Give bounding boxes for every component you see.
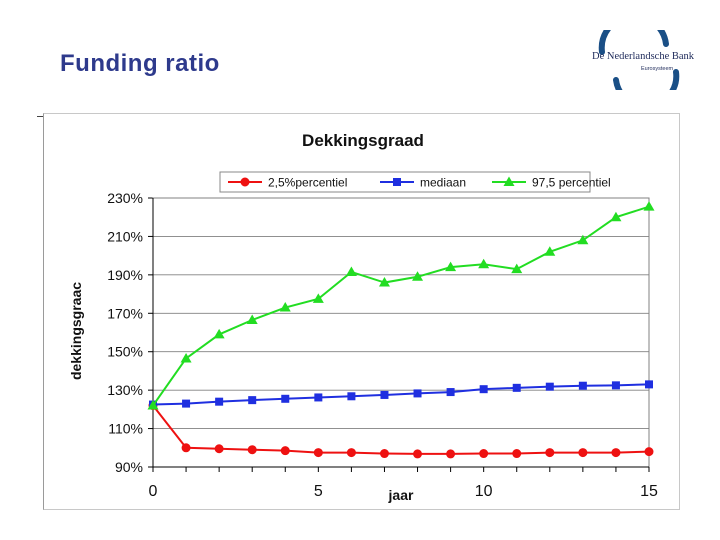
data-point-p2-5 <box>214 444 224 454</box>
y-tick-label: 210% <box>107 228 143 244</box>
y-tick-label: 130% <box>107 382 143 398</box>
legend-label-median: mediaan <box>420 176 466 190</box>
data-point-median <box>380 390 389 399</box>
data-point-median <box>446 388 455 397</box>
data-point-p97-5 <box>147 400 159 410</box>
data-point-p97-5 <box>478 258 490 269</box>
data-point-p97-5 <box>412 271 424 281</box>
legend-marker-median <box>393 178 401 186</box>
data-point-median <box>182 399 191 408</box>
data-point-median <box>578 381 587 390</box>
legend: 2,5%percentiel mediaan 97,5 percentiel <box>219 171 611 193</box>
data-point-p97-5 <box>279 302 291 312</box>
data-point-p2-5 <box>446 449 456 459</box>
logo-text: De Nederlandsche Bank <box>592 51 695 62</box>
data-point-p97-5 <box>345 266 357 276</box>
data-point-p97-5 <box>213 328 225 339</box>
data-point-p2-5 <box>247 445 257 455</box>
legend-marker-p97-5 <box>503 176 515 186</box>
x-axis-label: jaar <box>388 487 414 503</box>
data-point-p97-5 <box>180 352 192 363</box>
y-tick-label: 230% <box>107 190 143 206</box>
data-point-p97-5 <box>577 234 589 245</box>
plot-border <box>152 197 650 468</box>
data-point-p97-5 <box>246 314 258 325</box>
data-point-median <box>479 385 488 394</box>
data-point-p97-5 <box>445 261 457 272</box>
data-point-median <box>645 380 653 389</box>
data-point-p2-5 <box>545 448 555 458</box>
x-tick-label: 0 <box>149 483 158 500</box>
title-divider <box>37 116 45 117</box>
chart-frame: Dekkingsgraad dekkingsgraac jaar 90% 110%… <box>43 113 680 510</box>
data-point-p2-5 <box>181 443 191 453</box>
data-point-median <box>347 392 356 401</box>
data-point-p2-5 <box>644 447 654 457</box>
data-point-median <box>248 396 257 405</box>
logo-subtext: Eurosysteem <box>641 66 674 72</box>
data-point-p2-5 <box>280 446 290 456</box>
data-point-p2-5 <box>512 449 522 459</box>
data-point-p2-5 <box>346 448 356 458</box>
data-point-p97-5 <box>312 293 324 303</box>
y-axis-label: dekkingsgraac <box>68 282 84 380</box>
data-point-median <box>545 382 554 391</box>
chart-title: Dekkingsgraad <box>302 131 424 150</box>
data-point-p2-5 <box>313 448 323 458</box>
data-point-median <box>611 381 620 390</box>
y-tick-label: 150% <box>107 344 143 360</box>
data-point-p2-5 <box>479 449 489 459</box>
data-point-p97-5 <box>610 211 622 222</box>
legend-label-p2-5: 2,5%percentiel <box>268 176 347 190</box>
data-point-p97-5 <box>643 201 655 211</box>
y-tick-label: 90% <box>115 459 143 475</box>
data-point-p2-5 <box>611 448 621 458</box>
x-tick-label: 10 <box>475 483 493 500</box>
series-line-p2-5 <box>152 404 650 455</box>
slide-title: Funding ratio <box>60 50 220 77</box>
y-tick-label: 190% <box>107 267 143 283</box>
x-tick-label: 5 <box>314 483 323 500</box>
series-line-p97-5 <box>152 205 650 407</box>
data-point-median <box>413 389 422 398</box>
legend-label-p97-5: 97,5 percentiel <box>532 176 611 190</box>
data-point-p2-5 <box>379 449 389 459</box>
data-point-p97-5 <box>378 277 390 287</box>
data-point-median <box>215 397 224 406</box>
plot-area: 90% 110% 130% 150% 170% 190% 210% 230% 0 5 10 15 <box>107 190 658 500</box>
y-tick-label: 170% <box>107 305 143 321</box>
data-point-p2-5 <box>578 448 588 458</box>
data-point-p97-5 <box>511 263 523 274</box>
data-point-median <box>512 383 521 392</box>
data-point-p2-5 <box>413 449 423 459</box>
series-line-median <box>152 383 650 406</box>
dnb-logo-icon <box>598 30 680 90</box>
data-point-median <box>314 393 323 402</box>
y-tick-label: 110% <box>108 421 143 437</box>
x-tick-label: 15 <box>640 483 658 500</box>
data-point-p97-5 <box>544 246 556 256</box>
chart: Dekkingsgraad dekkingsgraac jaar 90% 110%… <box>68 131 658 503</box>
data-point-median <box>281 394 290 403</box>
legend-marker-p2-5 <box>240 177 250 187</box>
